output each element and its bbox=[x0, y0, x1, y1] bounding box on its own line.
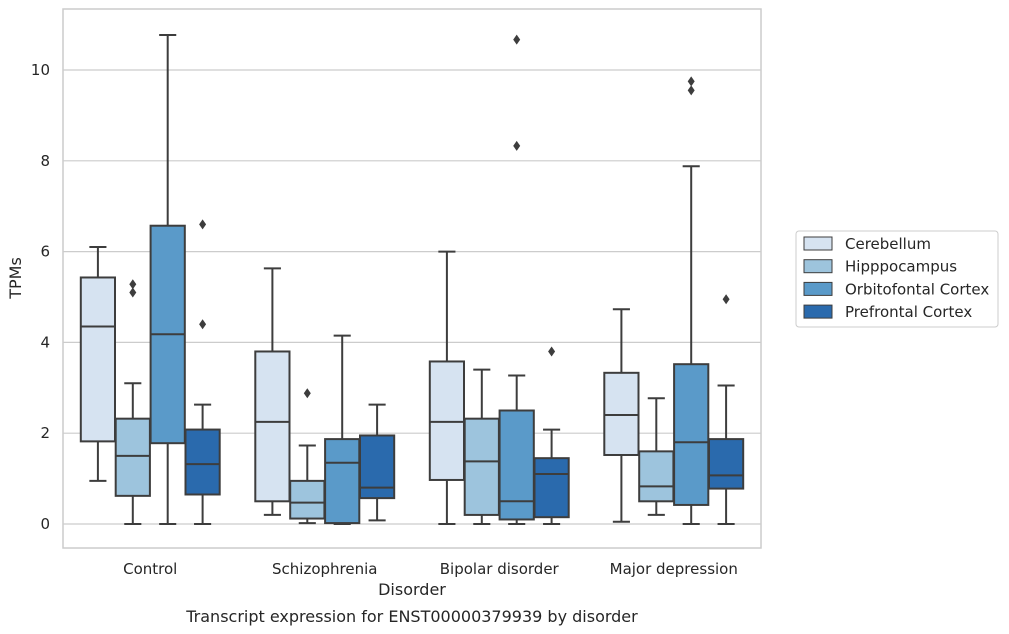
plot-frame bbox=[62, 8, 762, 549]
box-body bbox=[603, 371, 640, 456]
box-0-1 bbox=[254, 267, 291, 516]
box-body bbox=[428, 360, 466, 481]
box-body bbox=[254, 350, 291, 503]
box-body bbox=[114, 417, 151, 497]
box-body bbox=[289, 479, 326, 520]
box-body bbox=[184, 428, 221, 496]
box-1-1 bbox=[289, 388, 326, 525]
box-body bbox=[533, 457, 570, 519]
box-body bbox=[324, 438, 361, 525]
box-3-1 bbox=[358, 403, 396, 522]
outlier-marker bbox=[513, 34, 521, 45]
outlier-marker bbox=[303, 388, 311, 399]
legend-swatch bbox=[803, 281, 833, 296]
outlier-marker bbox=[687, 76, 695, 87]
legend-label: Orbitofontal Cortex bbox=[845, 280, 989, 298]
x-tick-label: Major depression bbox=[610, 560, 738, 578]
box-1-3 bbox=[638, 397, 675, 516]
chart-caption: Transcript expression for ENST0000037993… bbox=[185, 607, 638, 626]
outlier-marker bbox=[513, 140, 521, 151]
box-body bbox=[358, 434, 396, 500]
y-tick-label: 0 bbox=[40, 515, 50, 533]
box-1-0 bbox=[114, 279, 151, 525]
legend-swatch bbox=[803, 236, 833, 251]
box-body bbox=[673, 363, 710, 506]
box-3-3 bbox=[707, 294, 745, 525]
legend-label: Cerebellum bbox=[845, 235, 931, 253]
outlier-marker bbox=[129, 287, 137, 298]
y-axis-ticks: 0 2 4 6 8 10 bbox=[31, 61, 50, 533]
y-tick-label: 10 bbox=[31, 61, 50, 79]
outlier-marker bbox=[199, 319, 207, 330]
legend-swatch bbox=[803, 304, 833, 319]
box-0-2 bbox=[428, 250, 466, 525]
y-axis-label: TPMs bbox=[6, 257, 25, 300]
box-1-2 bbox=[463, 368, 500, 525]
y-tick-label: 8 bbox=[40, 152, 50, 170]
x-tick-label: Schizophrenia bbox=[272, 560, 377, 578]
outlier-marker bbox=[687, 85, 695, 96]
x-axis-ticks: Control Schizophrenia Bipolar disorder Majo… bbox=[123, 560, 738, 578]
legend-swatch bbox=[803, 259, 833, 274]
box-3-2 bbox=[533, 346, 570, 525]
box-3-0 bbox=[184, 219, 221, 525]
legend-frame bbox=[795, 230, 999, 328]
legend-label: Hipppocampus bbox=[845, 258, 957, 276]
outlier-marker bbox=[199, 219, 207, 230]
box-body bbox=[707, 438, 745, 490]
boxes-layer bbox=[79, 34, 745, 525]
outlier-marker bbox=[129, 279, 137, 290]
box-2-2 bbox=[498, 34, 535, 525]
outlier-marker bbox=[722, 294, 730, 305]
legend: Cerebellum Hipppocampus Orbitofontal Corte… bbox=[795, 230, 999, 328]
box-body bbox=[79, 276, 117, 443]
x-tick-label: Bipolar disorder bbox=[440, 560, 560, 578]
box-2-3 bbox=[673, 76, 710, 525]
box-0-3 bbox=[603, 308, 640, 523]
legend-label: Prefrontal Cortex bbox=[845, 303, 972, 321]
box-body bbox=[638, 450, 675, 503]
box-0-0 bbox=[79, 246, 117, 482]
y-tick-label: 4 bbox=[40, 333, 50, 351]
box-2-1 bbox=[324, 334, 361, 525]
box-body bbox=[498, 409, 535, 521]
outlier-marker bbox=[548, 346, 556, 357]
x-axis-label: Disorder bbox=[378, 580, 446, 599]
box-body bbox=[463, 417, 500, 516]
y-tick-label: 6 bbox=[40, 243, 50, 261]
y-tick-label: 2 bbox=[40, 424, 50, 442]
x-tick-label: Control bbox=[123, 560, 177, 578]
box-2-0 bbox=[149, 34, 186, 525]
